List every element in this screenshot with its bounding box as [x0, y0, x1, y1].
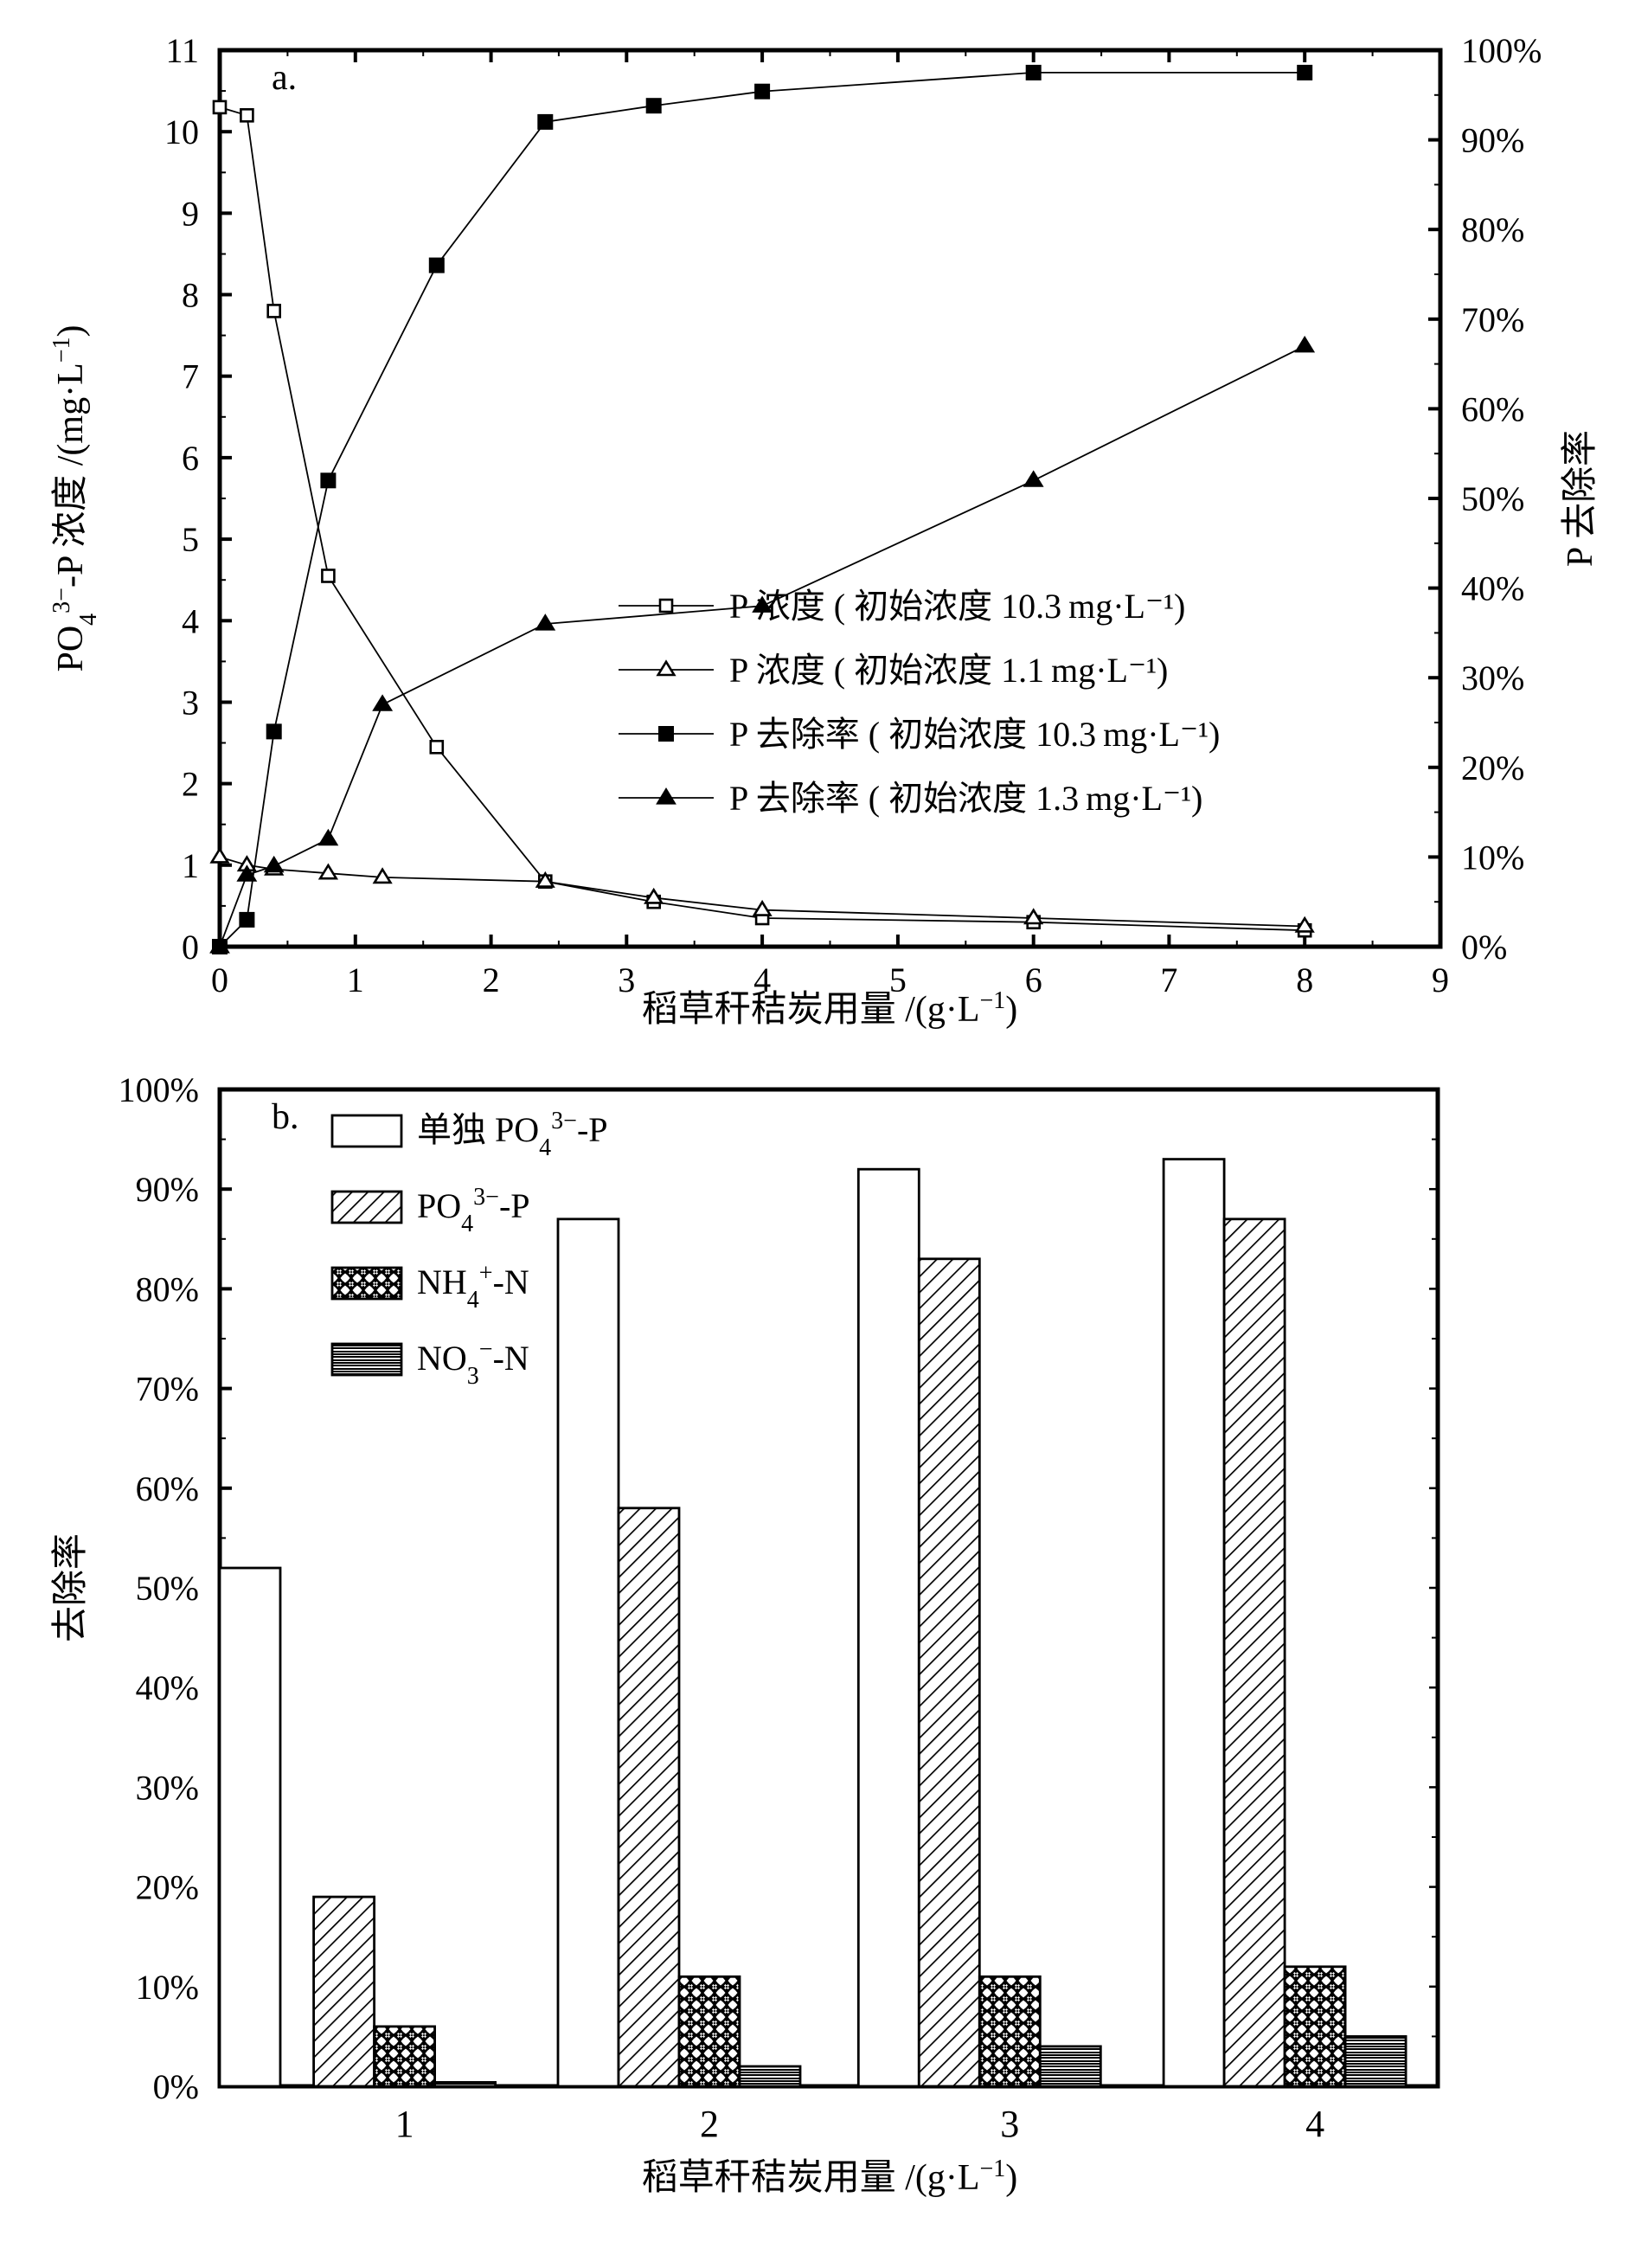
svg-text:10%: 10%: [136, 1968, 199, 2007]
svg-text:2: 2: [182, 765, 199, 804]
svg-text:0%: 0%: [153, 2067, 199, 2106]
svg-text:0: 0: [182, 928, 199, 967]
svg-text:8: 8: [1296, 961, 1313, 999]
svg-text:7: 7: [1160, 961, 1177, 999]
svg-text:1: 1: [182, 846, 199, 885]
svg-text:3: 3: [182, 684, 199, 723]
svg-text:70%: 70%: [136, 1370, 199, 1409]
svg-text:6: 6: [182, 439, 199, 478]
svg-text:20%: 20%: [136, 1868, 199, 1907]
svg-text:3: 3: [1000, 2103, 1019, 2145]
svg-text:6: 6: [1025, 961, 1042, 999]
svg-text:11: 11: [165, 31, 199, 70]
svg-text:9: 9: [1432, 961, 1449, 999]
svg-text:2: 2: [483, 961, 500, 999]
svg-text:5: 5: [182, 520, 199, 559]
svg-text:70%: 70%: [1461, 300, 1524, 339]
svg-text:40%: 40%: [136, 1668, 199, 1707]
svg-text:100%: 100%: [1461, 31, 1542, 70]
svg-text:50%: 50%: [1461, 479, 1524, 518]
svg-text:P 浓度 ( 初始浓度 1.1 mg·L⁻¹): P 浓度 ( 初始浓度 1.1 mg·L⁻¹): [729, 651, 1168, 690]
svg-text:90%: 90%: [136, 1170, 199, 1209]
svg-text:80%: 80%: [1461, 210, 1524, 249]
svg-text:去除率: 去除率: [50, 1533, 91, 1642]
svg-text:P 去除率 ( 初始浓度 1.3 mg·L⁻¹): P 去除率 ( 初始浓度 1.3 mg·L⁻¹): [729, 779, 1202, 818]
svg-text:P 去除率: P 去除率: [1560, 430, 1600, 567]
svg-text:P 浓度 ( 初始浓度 10.3 mg·L⁻¹): P 浓度 ( 初始浓度 10.3 mg·L⁻¹): [729, 587, 1185, 626]
svg-text:100%: 100%: [119, 1070, 199, 1109]
svg-text:80%: 80%: [136, 1269, 199, 1308]
svg-text:0%: 0%: [1461, 928, 1507, 967]
svg-text:b.: b.: [272, 1097, 299, 1137]
svg-text:P 去除率 ( 初始浓度 10.3 mg·L⁻¹): P 去除率 ( 初始浓度 10.3 mg·L⁻¹): [729, 715, 1220, 754]
svg-text:1: 1: [347, 961, 364, 999]
svg-text:30%: 30%: [1461, 659, 1524, 697]
svg-text:40%: 40%: [1461, 569, 1524, 608]
svg-text:9: 9: [182, 194, 199, 233]
svg-text:90%: 90%: [1461, 121, 1524, 160]
svg-text:7: 7: [182, 357, 199, 396]
svg-text:a.: a.: [272, 58, 297, 98]
svg-text:4: 4: [182, 601, 199, 640]
svg-text:0: 0: [211, 961, 228, 999]
svg-text:4: 4: [1305, 2103, 1324, 2145]
svg-text:3: 3: [618, 961, 635, 999]
svg-text:60%: 60%: [1461, 389, 1524, 428]
svg-text:60%: 60%: [136, 1469, 199, 1508]
svg-text:10: 10: [164, 112, 199, 151]
svg-text:1: 1: [395, 2103, 414, 2145]
svg-text:2: 2: [700, 2103, 719, 2145]
svg-text:50%: 50%: [136, 1569, 199, 1608]
svg-text:稻草秆秸炭用量 /(g·L−1): 稻草秆秸炭用量 /(g·L−1): [642, 987, 1018, 1031]
svg-text:稻草秆秸炭用量 /(g·L−1): 稻草秆秸炭用量 /(g·L−1): [642, 2156, 1018, 2199]
svg-text:10%: 10%: [1461, 838, 1524, 877]
svg-text:30%: 30%: [136, 1768, 199, 1807]
svg-text:20%: 20%: [1461, 749, 1524, 787]
svg-text:8: 8: [182, 276, 199, 315]
